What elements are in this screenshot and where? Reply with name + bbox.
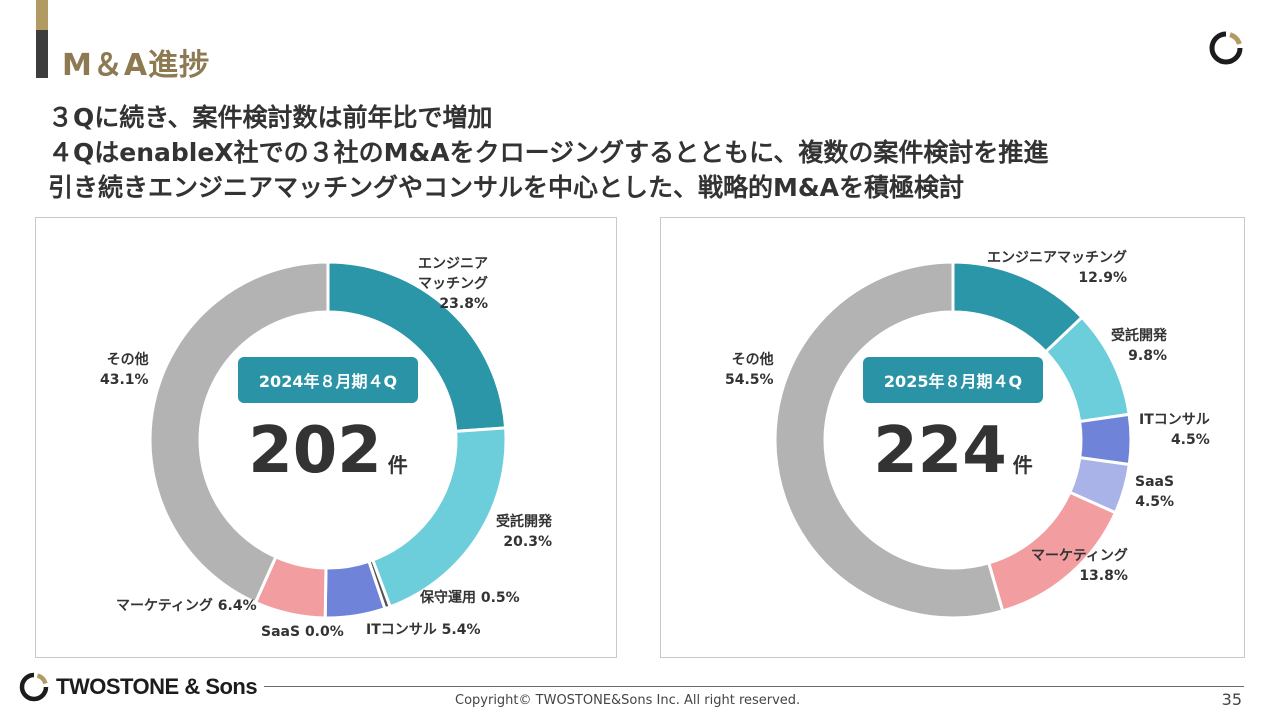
label-marketing-value: 6.4%	[217, 598, 257, 614]
headline-line-2: ４QはenableX社での３社のM&Aをクロージングするとともに、複数の案件検討…	[48, 138, 1049, 167]
label-saas: SaaS 0.0%	[261, 622, 344, 642]
label-engineer: エンジニアマッチング 12.9%	[987, 248, 1127, 288]
label-contract: 受託開発 20.3%	[496, 512, 552, 552]
donut-chart-2025	[773, 260, 1133, 620]
label-other-name: その他	[106, 352, 149, 368]
label-contract: 受託開発 9.8%	[1111, 326, 1167, 366]
headline-line-3: 引き続きエンジニアマッチングやコンサルを中心とした、戦略的M&Aを積極検討	[48, 173, 965, 202]
label-it: ITコンサル 5.4%	[366, 620, 480, 640]
total-count: 202 件	[208, 414, 448, 488]
label-marketing-name: マーケティング	[116, 598, 213, 614]
label-other-name: その他	[731, 352, 774, 368]
total-unit: 件	[387, 453, 408, 477]
label-engineer-name: エンジニア マッチング	[418, 256, 488, 292]
footer-logo: TWOSTONE & Sons	[18, 672, 258, 702]
chart-panel-2024: 2024年８月期４Q 202 件 エンジニア マッチング 23.8% 受託開発 2…	[35, 217, 617, 658]
slice-other	[773, 260, 1005, 620]
period-badge: 2025年８月期４Q	[863, 357, 1043, 403]
label-other-value: 54.5%	[725, 372, 774, 388]
slice-other	[148, 260, 330, 605]
label-engineer: エンジニア マッチング 23.8%	[418, 254, 488, 314]
label-maintenance: 保守運用 0.5%	[420, 588, 520, 608]
label-it-value: 4.5%	[1170, 432, 1210, 448]
label-saas-value: 0.0%	[304, 624, 344, 640]
total-number: 202	[248, 414, 382, 488]
label-other: その他 54.5%	[725, 350, 774, 390]
label-marketing: マーケティング 6.4%	[116, 596, 257, 616]
footer-divider	[264, 686, 1244, 687]
page-title: M＆A進捗	[62, 48, 211, 83]
label-other: その他 43.1%	[100, 350, 149, 390]
label-contract-name: 受託開発	[496, 514, 552, 530]
label-it-name: ITコンサル	[366, 622, 437, 638]
label-contract-name: 受託開発	[1111, 328, 1167, 344]
label-saas-value: 4.5%	[1135, 494, 1175, 510]
label-marketing-value: 13.8%	[1079, 568, 1128, 584]
label-marketing: マーケティング 13.8%	[1031, 546, 1128, 586]
label-engineer-name: エンジニアマッチング	[987, 250, 1127, 266]
total-number: 224	[873, 414, 1007, 488]
headline-line-1: ３Qに続き、案件検討数は前年比で増加	[48, 103, 493, 132]
label-marketing-name: マーケティング	[1031, 548, 1128, 564]
label-it: ITコンサル 4.5%	[1139, 410, 1210, 450]
label-engineer-value: 23.8%	[439, 296, 488, 312]
brand-name: TWOSTONE & Sons	[56, 674, 258, 699]
label-maintenance-name: 保守運用	[420, 590, 476, 606]
company-mark-icon	[1209, 31, 1243, 65]
label-engineer-value: 12.9%	[1078, 270, 1127, 286]
label-maintenance-value: 0.5%	[480, 590, 520, 606]
label-saas-name: SaaS	[261, 624, 301, 640]
label-other-value: 43.1%	[100, 372, 149, 388]
label-it-value: 5.4%	[441, 622, 481, 638]
brand-mark-icon	[19, 672, 49, 702]
donut-chart-2024	[148, 260, 508, 620]
total-unit: 件	[1012, 453, 1033, 477]
label-contract-value: 9.8%	[1128, 348, 1167, 364]
label-saas-name: SaaS	[1135, 474, 1175, 490]
chart-panel-2025: 2025年８月期４Q 224 件 エンジニアマッチング 12.9% 受託開発 9.…	[660, 217, 1245, 658]
slice-it	[1077, 412, 1133, 467]
label-saas: SaaS 4.5%	[1135, 472, 1174, 512]
label-it-name: ITコンサル	[1139, 412, 1210, 428]
headline: ３Qに続き、案件検討数は前年比で増加 ４QはenableX社での３社のM&Aをク…	[48, 100, 1238, 205]
period-badge: 2024年８月期４Q	[238, 357, 418, 403]
label-contract-value: 20.3%	[503, 534, 552, 550]
page-number: 35	[1221, 690, 1242, 709]
title-accent-bar	[36, 0, 48, 78]
copyright: Copyright© TWOSTONE&Sons Inc. All right …	[455, 693, 801, 708]
total-count: 224 件	[833, 414, 1073, 488]
